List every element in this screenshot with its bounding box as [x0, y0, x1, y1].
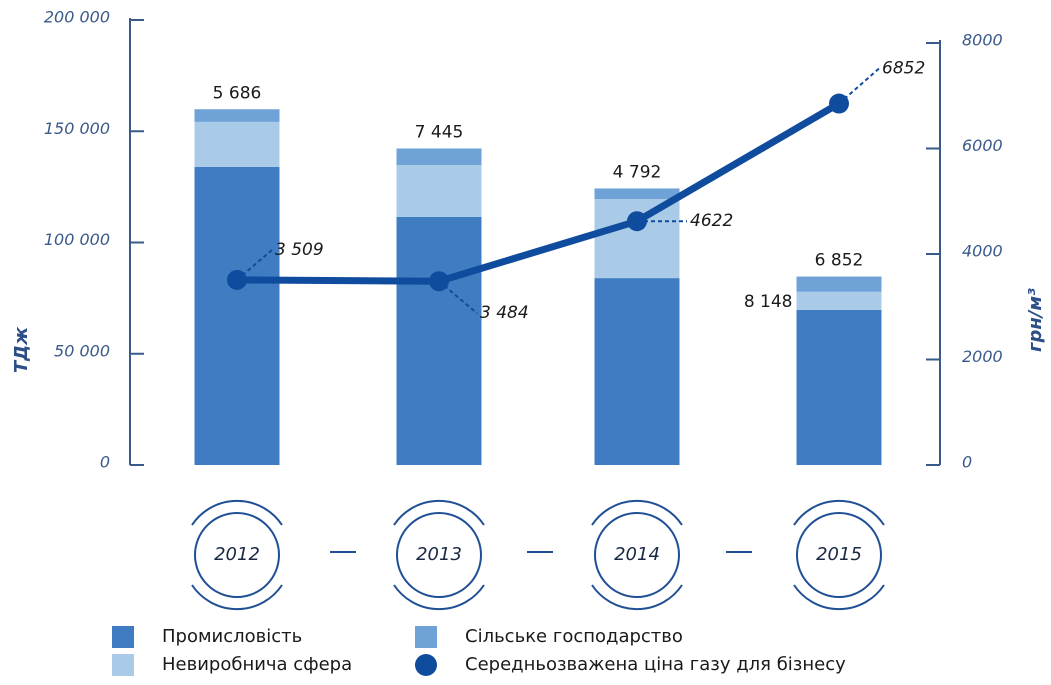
- legend-label: Сільське господарство: [465, 626, 683, 647]
- legend-swatch: [112, 626, 134, 648]
- year-label: 2014: [614, 544, 660, 565]
- bar-segment: [796, 291, 882, 310]
- year-arc: [591, 584, 683, 611]
- price-marker: [429, 271, 449, 292]
- year-arc: [591, 499, 683, 526]
- year-ring: [194, 512, 280, 598]
- legend-swatch: [415, 626, 437, 648]
- year-ring: [594, 512, 680, 598]
- y-axis-label: ТДж: [11, 326, 32, 373]
- value-label: 6 852: [815, 251, 864, 271]
- y-tick-label: 0: [100, 453, 110, 472]
- bar-segment: [194, 166, 280, 465]
- legend-label: Промисловість: [162, 626, 302, 647]
- bar-segment: [396, 148, 482, 166]
- price-label: 4622: [690, 211, 733, 231]
- bar-segment: [396, 216, 482, 465]
- year-arc: [793, 499, 885, 526]
- price-marker: [829, 93, 849, 114]
- bar-segment: [396, 165, 482, 217]
- bar-segment: [194, 121, 280, 167]
- bar-segment: [594, 278, 680, 465]
- price-label: 3 484: [480, 303, 529, 323]
- bar-segment: [194, 109, 280, 122]
- y2-tick-label: 8000: [962, 31, 1003, 50]
- year-label: 2013: [416, 544, 462, 565]
- year-ring: [796, 512, 882, 598]
- value-label: 4 792: [613, 162, 662, 182]
- bar-segment: [594, 199, 680, 279]
- bar-segment: [594, 188, 680, 200]
- bar-segment: [796, 276, 882, 292]
- price-label: 3 509: [275, 240, 324, 260]
- price-label: 6852: [882, 59, 925, 79]
- year-arc: [393, 584, 485, 611]
- y2-tick-label: 2000: [962, 347, 1003, 366]
- y-tick-label: 100 000: [44, 230, 110, 249]
- bar-segment: [796, 309, 882, 465]
- year-arc: [191, 499, 283, 526]
- y2-tick-label: 0: [962, 453, 972, 472]
- y2-axis-label: грн/м³: [1025, 288, 1046, 352]
- year-arc: [191, 584, 283, 611]
- year-ring: [396, 512, 482, 598]
- price-marker: [227, 269, 247, 290]
- legend-marker: [415, 654, 437, 676]
- year-arc: [393, 499, 485, 526]
- y-tick-label: 200 000: [44, 8, 110, 27]
- price-marker: [627, 211, 647, 232]
- y-tick-label: 50 000: [54, 341, 110, 360]
- legend-label: Середньозважена ціна газу для бізнесу: [465, 654, 846, 675]
- y2-tick-label: 4000: [962, 242, 1003, 261]
- value-label: 7 445: [415, 123, 464, 143]
- year-label: 2015: [816, 544, 862, 565]
- legend-swatch: [112, 654, 134, 676]
- value-label: 8 148: [744, 292, 793, 312]
- year-arc: [793, 584, 885, 611]
- y2-tick-label: 6000: [962, 136, 1003, 155]
- y-tick-label: 150 000: [44, 119, 110, 138]
- legend-label: Невиробнича сфера: [162, 654, 352, 675]
- year-label: 2012: [214, 544, 260, 565]
- value-label: 5 686: [213, 83, 262, 103]
- price-line: [236, 100, 841, 285]
